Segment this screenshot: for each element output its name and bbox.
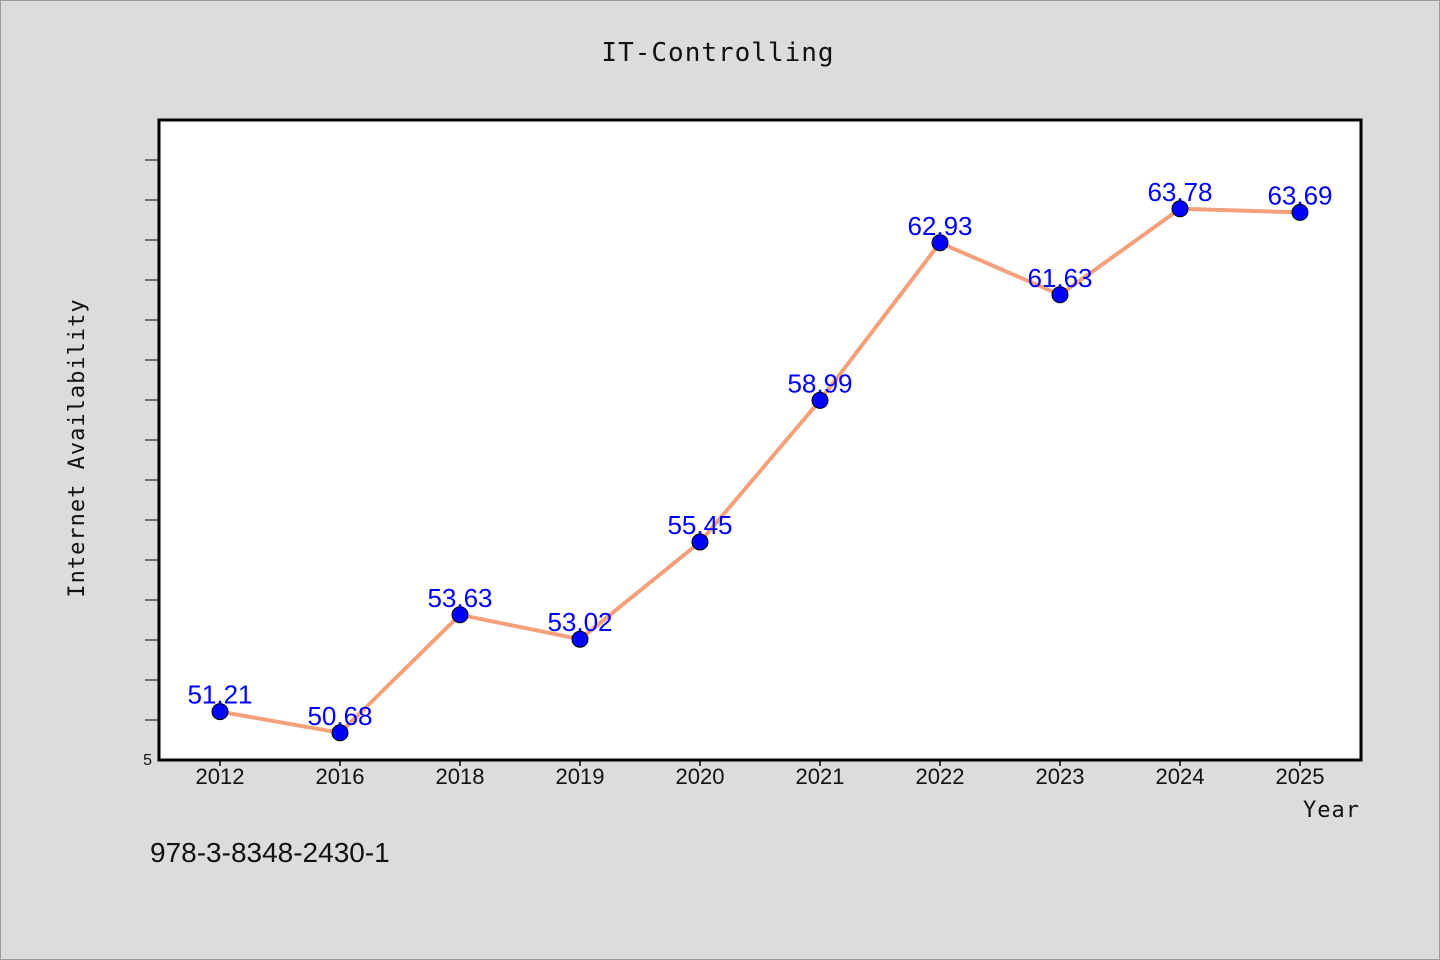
- x-axis-label: Year: [1303, 798, 1360, 823]
- data-point: [811, 391, 829, 409]
- x-tick-label: 2022: [916, 764, 965, 789]
- data-label: 51.21: [187, 680, 252, 710]
- data-point: [451, 606, 469, 624]
- data-point: [691, 533, 709, 551]
- data-point: [1051, 286, 1069, 304]
- x-tick-label: 2018: [436, 764, 485, 789]
- x-tick-label: 2025: [1276, 764, 1325, 789]
- data-point: [1291, 203, 1309, 221]
- y-tick-label: 5: [143, 752, 152, 769]
- x-tick-label: 2024: [1156, 764, 1205, 789]
- data-label: 63.78: [1147, 177, 1212, 207]
- x-tick-label: 2016: [316, 764, 365, 789]
- y-axis-label: Internet Availability: [65, 298, 90, 597]
- x-tick-label: 2019: [556, 764, 605, 789]
- data-label: 55.45: [667, 510, 732, 540]
- x-tick-label: 2012: [196, 764, 245, 789]
- data-point: [931, 234, 949, 252]
- chart-title: IT-Controlling: [601, 38, 834, 68]
- data-point: [331, 724, 349, 742]
- series-line: [219, 206, 1301, 735]
- data-label: 61.63: [1027, 263, 1092, 293]
- x-axis-ticks: 2012 2016 2018 2019 2020 2021 2022 2023 2024 2025: [196, 760, 1325, 789]
- data-point: [1171, 200, 1189, 218]
- data-label: 62.93: [907, 211, 972, 241]
- data-label: 63.69: [1267, 180, 1332, 210]
- isbn-text: 978-3-8348-2430-1: [150, 837, 390, 868]
- plot-area: [157, 118, 1363, 762]
- y-axis-ticks: [145, 159, 159, 721]
- data-label: 53.02: [547, 607, 612, 637]
- data-label: 53.63: [427, 583, 492, 613]
- data-point: [571, 630, 589, 648]
- series-group: 51.21 50.68 53.63 53.02 55.45 58.99 62.93 61.63…: [187, 177, 1333, 742]
- x-tick-label: 2020: [676, 764, 725, 789]
- data-point: [211, 703, 229, 721]
- x-tick-label: 2023: [1036, 764, 1085, 789]
- data-label: 50.68: [307, 701, 372, 731]
- x-tick-label: 2021: [796, 764, 845, 789]
- data-label: 58.99: [787, 368, 852, 398]
